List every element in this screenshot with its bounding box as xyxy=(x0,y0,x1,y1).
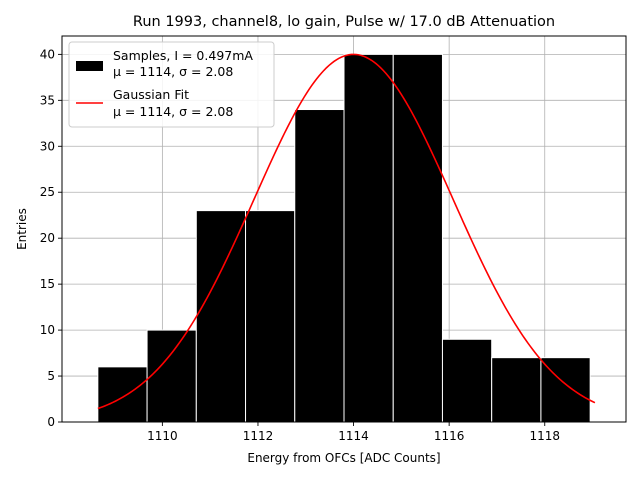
x-axis-label: Energy from OFCs [ADC Counts] xyxy=(247,451,440,465)
y-tick-label: 0 xyxy=(47,415,55,429)
histogram-bar xyxy=(441,338,493,423)
y-tick-label: 35 xyxy=(40,93,55,107)
axis-ticks: 1110 1112 1114 1116 1118 0 5 10 15 20 25 30 35 40 xyxy=(40,47,560,443)
legend-fit-stats: μ = 1114, σ = 2.08 xyxy=(113,104,233,119)
x-tick-label: 1116 xyxy=(434,429,465,443)
y-tick-label: 40 xyxy=(40,47,55,61)
legend-box xyxy=(68,41,275,128)
histogram-bar xyxy=(195,210,247,423)
y-tick-label: 10 xyxy=(40,323,55,337)
fit-curve xyxy=(97,53,596,410)
legend-fit-label: Gaussian Fit xyxy=(113,87,189,102)
histogram-bar xyxy=(97,366,148,423)
y-tick-label: 15 xyxy=(40,277,55,291)
gaussian-fit xyxy=(97,53,596,410)
histogram-bar xyxy=(245,210,296,423)
histogram-bar xyxy=(343,53,394,423)
histogram-bar xyxy=(392,53,443,423)
axes-frame xyxy=(61,35,627,423)
chart-title: Run 1993, channel8, lo gain, Pulse w/ 17… xyxy=(133,14,555,30)
histogram-bars xyxy=(97,53,591,423)
y-tick-label: 30 xyxy=(40,139,55,153)
y-tick-label: 25 xyxy=(40,185,55,199)
histogram-bar xyxy=(146,329,197,423)
legend-histogram-swatch xyxy=(76,61,103,71)
histogram-bar xyxy=(294,109,345,423)
x-tick-label: 1110 xyxy=(147,429,178,443)
legend: Samples, I = 0.497mA μ = 1114, σ = 2.08 … xyxy=(68,41,275,128)
y-tick-label: 5 xyxy=(47,369,55,383)
legend-histogram-label: Samples, I = 0.497mA xyxy=(113,48,253,63)
y-tick-label: 20 xyxy=(40,231,55,245)
x-tick-label: 1118 xyxy=(529,429,560,443)
histogram-bar xyxy=(491,357,542,423)
legend-histogram-stats: μ = 1114, σ = 2.08 xyxy=(113,64,233,79)
x-tick-label: 1114 xyxy=(338,429,369,443)
x-tick-label: 1112 xyxy=(243,429,274,443)
y-axis-label: Entries xyxy=(15,208,29,250)
